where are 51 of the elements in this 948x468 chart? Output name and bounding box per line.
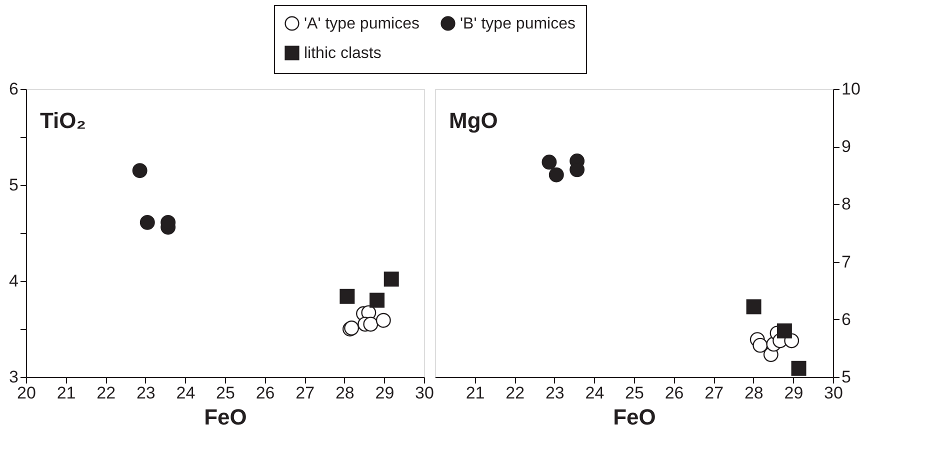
x-tick-label: 28 xyxy=(335,384,354,402)
y-tick-label: 10 xyxy=(842,80,860,98)
y-tick-label: 8 xyxy=(842,194,851,214)
y-tick-label: 6 xyxy=(842,310,851,329)
x-tick-label: 20 xyxy=(17,384,36,402)
point xyxy=(132,163,148,178)
y-tick-label: 9 xyxy=(842,137,851,156)
y-tick-label: 7 xyxy=(842,252,851,272)
point xyxy=(370,292,385,308)
point xyxy=(140,214,155,230)
x-tick-label: 27 xyxy=(704,384,724,402)
point xyxy=(340,288,355,304)
point xyxy=(746,299,762,314)
point xyxy=(752,338,768,353)
x-tick-label: 25 xyxy=(216,384,235,402)
x-tick-label: 30 xyxy=(415,384,434,402)
point xyxy=(548,167,564,182)
point xyxy=(776,323,792,338)
point xyxy=(376,312,391,328)
y-tick-label: 5 xyxy=(9,176,18,194)
x-tick-label: 21 xyxy=(466,384,485,402)
x-tick-label: 26 xyxy=(664,384,684,402)
y-tick-label: 3 xyxy=(9,368,18,386)
x-tick-label: 27 xyxy=(296,384,315,402)
point xyxy=(791,360,806,376)
x-tick-label: 21 xyxy=(56,384,76,402)
point xyxy=(363,316,378,332)
x-axis-title: FeO xyxy=(613,404,656,430)
x-tick-label: 24 xyxy=(585,384,604,402)
x-tick-label: 28 xyxy=(744,384,764,402)
point xyxy=(542,154,557,170)
legend-label: 'B' type pumices xyxy=(460,15,576,32)
x-tick-label: 30 xyxy=(824,384,843,402)
y-axis-title: MgO xyxy=(449,108,498,133)
point xyxy=(384,272,399,287)
x-tick-label: 23 xyxy=(545,384,564,402)
x-tick-label: 24 xyxy=(176,384,196,402)
y-tick-label: 5 xyxy=(842,368,851,386)
x-tick-label: 25 xyxy=(625,384,644,402)
x-axis-title: FeO xyxy=(204,404,247,430)
x-tick-label: 29 xyxy=(784,384,804,402)
x-tick-label: 22 xyxy=(96,384,116,402)
y-axis-title: TiO₂ xyxy=(40,108,86,133)
x-tick-label: 29 xyxy=(375,384,394,402)
x-tick-label: 22 xyxy=(506,384,525,402)
y-tick-label: 6 xyxy=(9,80,18,98)
legend-label: lithic clasts xyxy=(304,45,382,62)
x-tick-label: 26 xyxy=(256,384,275,402)
legend-label: 'A' type pumices xyxy=(304,15,420,32)
x-tick-label: 23 xyxy=(136,384,156,402)
y-tick-label: 4 xyxy=(9,272,18,290)
